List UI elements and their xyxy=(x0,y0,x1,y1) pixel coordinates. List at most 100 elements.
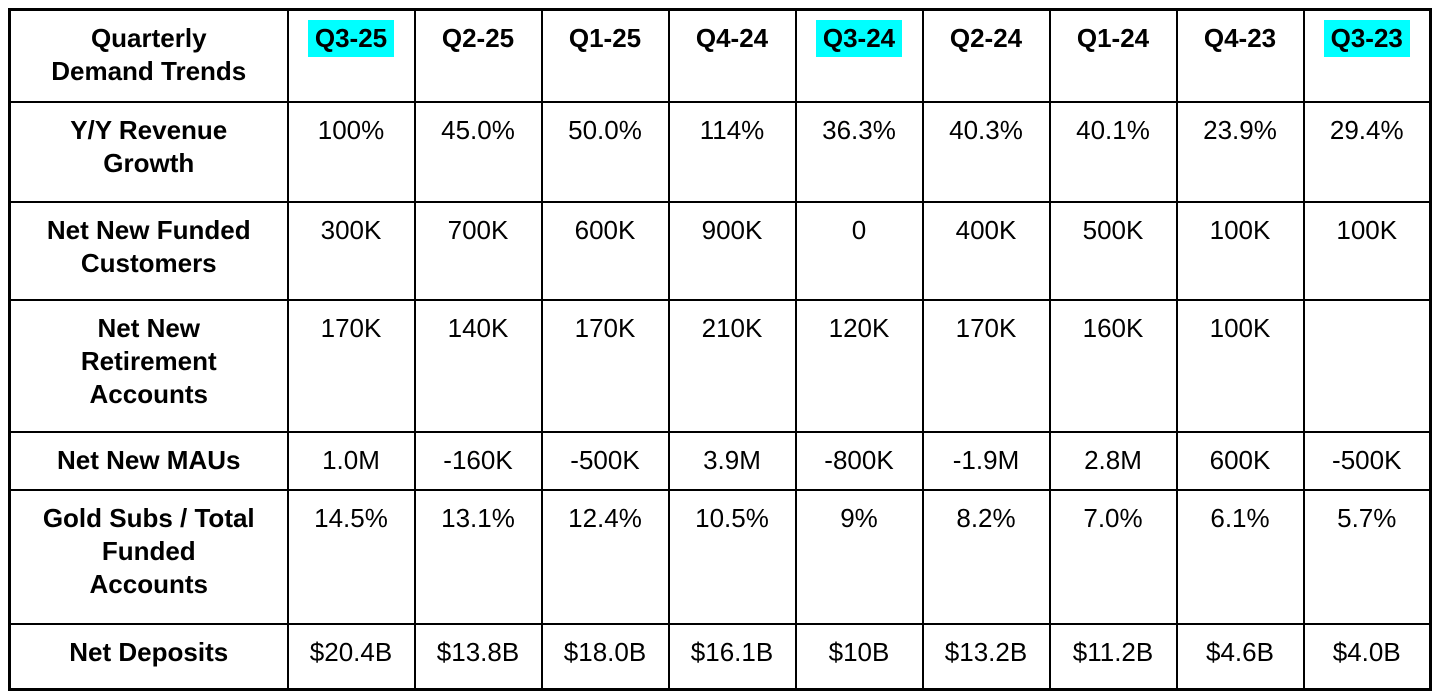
data-cell: 36.3% xyxy=(794,100,924,203)
data-cell: $10B xyxy=(794,622,924,691)
table-row-net-deposits: Net Deposits $20.4B $13.8B $18.0B $16.1B… xyxy=(8,622,1432,691)
data-cell: -500K xyxy=(1302,430,1432,491)
column-header-q2-24: Q2-24 xyxy=(921,8,1051,103)
data-cell: 170K xyxy=(540,298,670,433)
row-label-line: Y/Y Revenue xyxy=(70,114,228,145)
column-header-q1-25: Q1-25 xyxy=(540,8,670,103)
data-cell: 1.0M xyxy=(286,430,416,491)
data-cell: 12.4% xyxy=(540,488,670,625)
row-label-line: Gold Subs / Total xyxy=(42,502,255,533)
row-label-line: Accounts xyxy=(89,378,208,409)
data-cell: 600K xyxy=(540,200,670,301)
data-cell: 5.7% xyxy=(1302,488,1432,625)
column-header-q3-23: Q3-23 xyxy=(1302,8,1432,103)
column-header-q4-23: Q4-23 xyxy=(1175,8,1305,103)
data-cell: 2.8M xyxy=(1048,430,1178,491)
data-cell: 8.2% xyxy=(921,488,1051,625)
data-cell: 170K xyxy=(286,298,416,433)
data-cell: 114% xyxy=(667,100,797,203)
column-header-label: Q3-23 xyxy=(1323,20,1410,57)
data-cell: 7.0% xyxy=(1048,488,1178,625)
row-label-line: Net New xyxy=(97,312,201,343)
data-cell: $4.6B xyxy=(1175,622,1305,691)
data-cell: 140K xyxy=(413,298,543,433)
row-label-line: Funded xyxy=(101,535,196,566)
data-cell: 40.3% xyxy=(921,100,1051,203)
row-label-net-new-funded-customers: Net New Funded Customers xyxy=(8,200,289,301)
data-cell: 100K xyxy=(1175,200,1305,301)
data-cell: 300K xyxy=(286,200,416,301)
header-row: Quarterly Demand Trends Q3-25 Q2-25 Q1-2… xyxy=(8,8,1432,103)
row-label-net-new-maus: Net New MAUs xyxy=(8,430,289,491)
row-label-line: Net Deposits xyxy=(69,636,229,667)
data-cell: 100K xyxy=(1175,298,1305,433)
data-cell: 3.9M xyxy=(667,430,797,491)
column-header-q1-24: Q1-24 xyxy=(1048,8,1178,103)
data-cell: 50.0% xyxy=(540,100,670,203)
column-header-label: Q2-25 xyxy=(441,23,515,53)
data-cell: 700K xyxy=(413,200,543,301)
data-cell: 160K xyxy=(1048,298,1178,433)
quarterly-demand-trends-table: Quarterly Demand Trends Q3-25 Q2-25 Q1-2… xyxy=(8,8,1432,691)
row-label-line: Customers xyxy=(80,247,217,278)
data-cell: 13.1% xyxy=(413,488,543,625)
column-header-q2-25: Q2-25 xyxy=(413,8,543,103)
data-cell: 400K xyxy=(921,200,1051,301)
data-cell: $13.2B xyxy=(921,622,1051,691)
row-label-net-deposits: Net Deposits xyxy=(8,622,289,691)
row-label-yy-revenue-growth: Y/Y Revenue Growth xyxy=(8,100,289,203)
data-cell: $13.8B xyxy=(413,622,543,691)
column-header-label: Q1-25 xyxy=(568,23,642,53)
column-header-label: Q4-24 xyxy=(695,23,769,53)
data-cell: -500K xyxy=(540,430,670,491)
data-cell: $20.4B xyxy=(286,622,416,691)
column-header-label: Q2-24 xyxy=(949,23,1023,53)
data-cell: -800K xyxy=(794,430,924,491)
column-header-q3-25: Q3-25 xyxy=(286,8,416,103)
table-row-net-new-funded-customers: Net New Funded Customers 300K 700K 600K … xyxy=(8,200,1432,301)
data-cell: 6.1% xyxy=(1175,488,1305,625)
column-header-q4-24: Q4-24 xyxy=(667,8,797,103)
data-cell: $18.0B xyxy=(540,622,670,691)
table-row-gold-subs-total-funded-accounts: Gold Subs / Total Funded Accounts 14.5% … xyxy=(8,488,1432,625)
row-label-line: Net New MAUs xyxy=(57,444,241,475)
table-row-yy-revenue-growth: Y/Y Revenue Growth 100% 45.0% 50.0% 114%… xyxy=(8,100,1432,203)
column-header-label: Q4-23 xyxy=(1203,23,1277,53)
data-cell: 900K xyxy=(667,200,797,301)
row-label-line: Accounts xyxy=(89,568,208,599)
data-cell-empty xyxy=(1302,298,1432,433)
data-cell: $16.1B xyxy=(667,622,797,691)
data-cell: 40.1% xyxy=(1048,100,1178,203)
row-label-net-new-retirement-accounts: Net New Retirement Accounts xyxy=(8,298,289,433)
table-title-line: Demand Trends xyxy=(51,56,247,86)
data-cell: 45.0% xyxy=(413,100,543,203)
data-cell: 600K xyxy=(1175,430,1305,491)
table-row-net-new-retirement-accounts: Net New Retirement Accounts 170K 140K 17… xyxy=(8,298,1432,433)
data-cell: 100K xyxy=(1302,200,1432,301)
data-cell: 500K xyxy=(1048,200,1178,301)
data-cell: 0 xyxy=(794,200,924,301)
data-cell: 14.5% xyxy=(286,488,416,625)
data-cell: 100% xyxy=(286,100,416,203)
data-cell: 9% xyxy=(794,488,924,625)
row-label-line: Net New Funded xyxy=(46,214,251,245)
data-cell: -1.9M xyxy=(921,430,1051,491)
column-header-label: Q1-24 xyxy=(1076,23,1150,53)
data-cell: -160K xyxy=(413,430,543,491)
column-header-label: Q3-24 xyxy=(815,20,903,57)
data-cell: 29.4% xyxy=(1302,100,1432,203)
column-header-label: Q3-25 xyxy=(307,20,395,57)
data-cell: 10.5% xyxy=(667,488,797,625)
table-row-net-new-maus: Net New MAUs 1.0M -160K -500K 3.9M -800K… xyxy=(8,430,1432,491)
row-label-line: Growth xyxy=(103,147,195,178)
data-cell: 120K xyxy=(794,298,924,433)
data-cell: $4.0B xyxy=(1302,622,1432,691)
row-label-line: Retirement xyxy=(80,345,217,376)
data-cell: $11.2B xyxy=(1048,622,1178,691)
table-title-line: Quarterly xyxy=(90,23,207,53)
data-cell: 23.9% xyxy=(1175,100,1305,203)
data-cell: 210K xyxy=(667,298,797,433)
table-title-cell: Quarterly Demand Trends xyxy=(8,8,289,103)
row-label-gold-subs-total-funded-accounts: Gold Subs / Total Funded Accounts xyxy=(8,488,289,625)
